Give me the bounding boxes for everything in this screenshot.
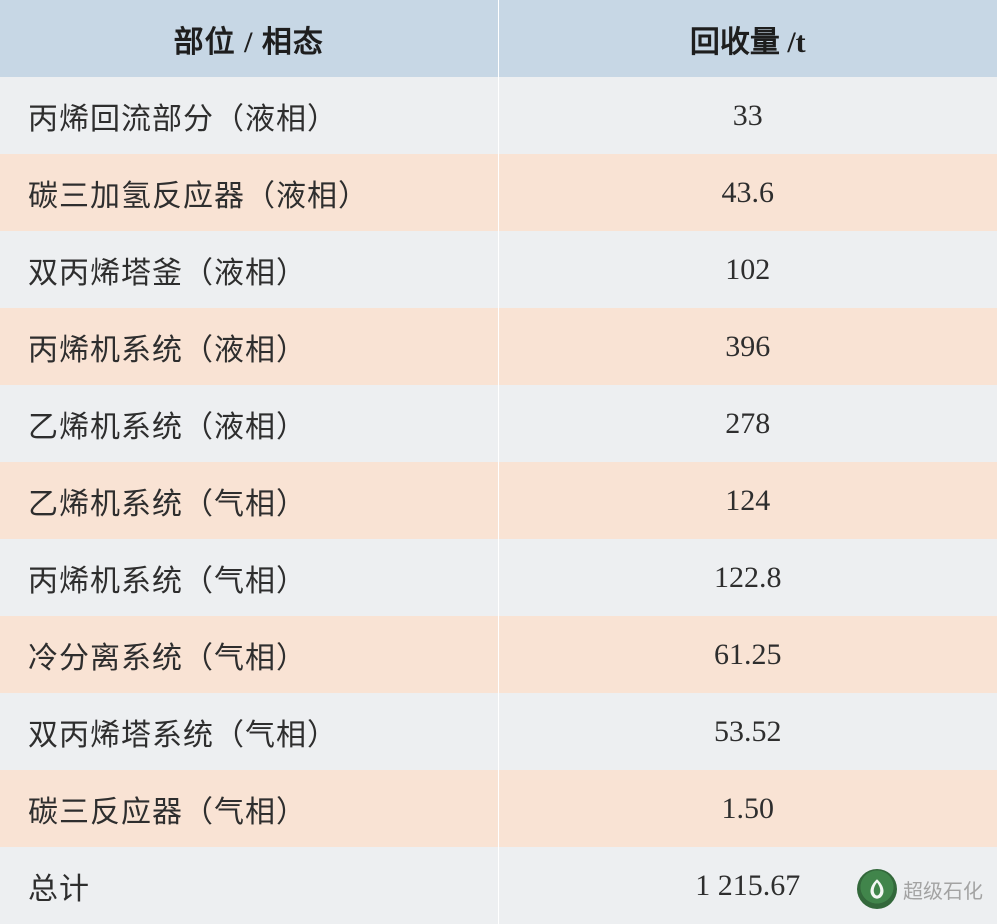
table-row: 双丙烯塔釜（液相） 102 (0, 231, 997, 308)
cell-amount: 33 (499, 99, 997, 133)
table-row: 丙烯机系统（气相） 122.8 (0, 539, 997, 616)
cell-part: 双丙烯塔系统（气相） (0, 710, 498, 754)
table-row: 丙烯机系统（液相） 396 (0, 308, 997, 385)
cell-amount: 102 (499, 253, 997, 287)
table-row: 丙烯回流部分（液相） 33 (0, 77, 997, 154)
table-row-total: 总计 1 215.67 (0, 847, 997, 924)
cell-amount: 278 (499, 407, 997, 441)
col-header-part: 部位 / 相态 (0, 17, 498, 61)
cell-amount: 396 (499, 330, 997, 364)
watermark-account-name: 超级石化 (903, 875, 983, 904)
cell-part: 丙烯机系统（气相） (0, 556, 498, 600)
table-row: 双丙烯塔系统（气相） 53.52 (0, 693, 997, 770)
cell-part: 双丙烯塔釜（液相） (0, 248, 498, 292)
cell-part: 丙烯机系统（液相） (0, 325, 498, 369)
cell-amount: 61.25 (499, 638, 997, 672)
recovery-table: 部位 / 相态 回收量 /t 丙烯回流部分（液相） 33 碳三加氢反应器（液相）… (0, 0, 997, 924)
watermark-avatar-icon (857, 869, 897, 909)
table-row: 乙烯机系统（液相） 278 (0, 385, 997, 462)
cell-part: 乙烯机系统（气相） (0, 479, 498, 523)
cell-part: 碳三加氢反应器（液相） (0, 171, 498, 215)
cell-amount: 122.8 (499, 561, 997, 595)
table-row: 碳三反应器（气相） 1.50 (0, 770, 997, 847)
cell-part: 乙烯机系统（液相） (0, 402, 498, 446)
cell-part: 碳三反应器（气相） (0, 787, 498, 831)
table-row: 冷分离系统（气相） 61.25 (0, 616, 997, 693)
cell-amount: 43.6 (499, 176, 997, 210)
wechat-watermark: 超级石化 (857, 869, 983, 909)
table-row: 碳三加氢反应器（液相） 43.6 (0, 154, 997, 231)
cell-part: 总计 (0, 864, 498, 908)
cell-amount: 124 (499, 484, 997, 518)
col-header-amount: 回收量 /t (499, 17, 997, 61)
cell-amount: 53.52 (499, 715, 997, 749)
cell-part: 丙烯回流部分（液相） (0, 94, 498, 138)
table-row: 乙烯机系统（气相） 124 (0, 462, 997, 539)
cell-part: 冷分离系统（气相） (0, 633, 498, 677)
table-header-row: 部位 / 相态 回收量 /t (0, 0, 997, 77)
cell-amount: 1.50 (499, 792, 997, 826)
